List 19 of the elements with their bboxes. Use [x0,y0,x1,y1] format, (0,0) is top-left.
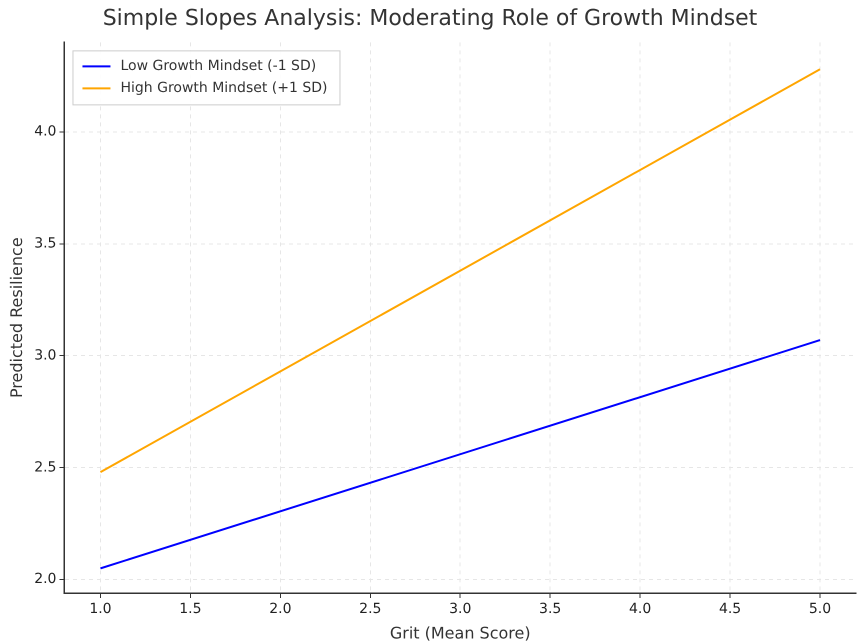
x-tick-label: 1.5 [179,601,202,618]
x-tick-label: 4.5 [718,601,742,618]
chart-title: Simple Slopes Analysis: Moderating Role of Growth Mindset [102,6,758,31]
legend-label: Low Growth Mindset (-1 SD) [120,58,316,74]
x-tick-label: 1.0 [89,601,112,618]
x-tick-label: 3.5 [539,601,562,618]
y-tick-label: 4.0 [34,124,56,140]
y-tick-label: 3.0 [34,347,56,364]
x-tick-label: 3.0 [449,601,472,618]
y-tick-label: 2.0 [34,571,56,588]
x-axis-title: Grit (Mean Score) [390,624,531,643]
x-tick-label: 2.0 [269,601,292,618]
x-tick-label: 5.0 [808,601,832,618]
x-tick-label: 2.5 [359,601,382,618]
y-tick-label: 3.5 [34,235,56,252]
y-tick-label: 2.5 [34,459,56,476]
y-axis-title: Predicted Resilience [6,237,26,398]
legend-label: High Growth Mindset (+1 SD) [120,80,328,96]
x-tick-label: 4.0 [628,601,652,618]
